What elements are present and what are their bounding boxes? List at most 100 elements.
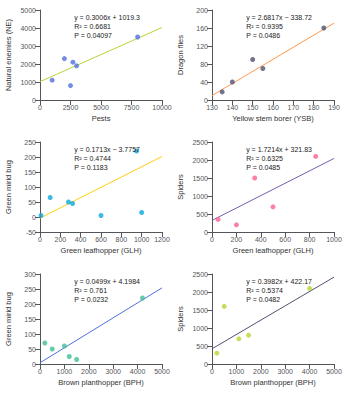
svg-text:600: 600: [95, 236, 107, 243]
svg-text:2500: 2500: [192, 139, 208, 146]
svg-text:0: 0: [32, 214, 36, 221]
svg-text:P = 0.04097: P = 0.04097: [74, 32, 112, 39]
svg-text:Spiders: Spiders: [176, 174, 185, 200]
svg-text:4000: 4000: [20, 25, 36, 32]
svg-text:0: 0: [32, 97, 36, 104]
svg-text:y = 0.0499x + 4.1984: y = 0.0499x + 4.1984: [74, 278, 140, 286]
svg-text:4000: 4000: [302, 368, 318, 375]
svg-text:0: 0: [204, 229, 208, 236]
svg-text:P = 0.0482: P = 0.0482: [246, 296, 280, 303]
svg-text:40: 40: [200, 79, 208, 86]
svg-text:190: 190: [328, 104, 340, 111]
svg-text:1000: 1000: [192, 193, 208, 200]
svg-text:0: 0: [204, 97, 208, 104]
svg-text:150: 150: [247, 104, 259, 111]
svg-text:0: 0: [38, 104, 42, 111]
svg-text:200: 200: [54, 236, 66, 243]
svg-text:1000: 1000: [192, 325, 208, 332]
svg-text:2000: 2000: [81, 368, 97, 375]
svg-text:130: 130: [206, 104, 218, 111]
svg-text:Dragon flies: Dragon flies: [176, 35, 185, 75]
svg-text:4000: 4000: [130, 368, 146, 375]
svg-text:R² = 0.5374: R² = 0.5374: [246, 287, 283, 294]
svg-text:250: 250: [24, 139, 36, 146]
svg-text:1500: 1500: [192, 175, 208, 182]
svg-text:500: 500: [196, 211, 208, 218]
svg-text:1200: 1200: [154, 236, 170, 243]
svg-text:0: 0: [32, 361, 36, 368]
svg-text:y = 0.1713x − 3.7757: y = 0.1713x − 3.7757: [74, 146, 140, 154]
svg-text:R² = 0.4744: R² = 0.4744: [74, 155, 111, 162]
svg-text:2500: 2500: [192, 271, 208, 278]
svg-text:y = 2.6817x − 338.72: y = 2.6817x − 338.72: [246, 14, 312, 22]
svg-text:1000: 1000: [57, 368, 73, 375]
svg-text:0: 0: [38, 236, 42, 243]
svg-text:3000: 3000: [105, 368, 121, 375]
svg-text:180: 180: [308, 104, 320, 111]
svg-text:P = 0.0485: P = 0.0485: [246, 164, 280, 171]
svg-text:600: 600: [279, 236, 291, 243]
svg-text:Green leafhopper (GLH): Green leafhopper (GLH): [233, 246, 314, 255]
svg-text:5000: 5000: [93, 104, 109, 111]
svg-text:140: 140: [226, 104, 238, 111]
svg-text:P = 0.1183: P = 0.1183: [74, 164, 108, 171]
svg-text:5000: 5000: [154, 368, 170, 375]
svg-text:0: 0: [210, 368, 214, 375]
svg-text:1000: 1000: [229, 368, 245, 375]
svg-text:5000: 5000: [326, 368, 342, 375]
svg-text:R² = 0.761: R² = 0.761: [74, 287, 107, 294]
svg-text:R² = 0.6681: R² = 0.6681: [74, 23, 111, 30]
svg-text:500: 500: [196, 343, 208, 350]
svg-text:Brown planthopper (BPH): Brown planthopper (BPH): [58, 378, 144, 387]
svg-text:10000: 10000: [152, 104, 172, 111]
svg-text:0: 0: [204, 361, 208, 368]
svg-text:2000: 2000: [253, 368, 269, 375]
svg-text:150: 150: [24, 316, 36, 323]
svg-text:Pests: Pests: [92, 114, 111, 123]
svg-text:250: 250: [24, 286, 36, 293]
svg-text:2000: 2000: [192, 157, 208, 164]
svg-text:y = 1.7214x + 321.83: y = 1.7214x + 321.83: [246, 146, 312, 154]
svg-text:200: 200: [24, 154, 36, 161]
svg-text:200: 200: [196, 7, 208, 14]
svg-text:800: 800: [115, 236, 127, 243]
svg-text:Yellow stem borer (YSB): Yellow stem borer (YSB): [232, 114, 314, 123]
svg-text:160: 160: [196, 25, 208, 32]
svg-text:120: 120: [196, 43, 208, 50]
svg-text:170: 170: [287, 104, 299, 111]
svg-text:5000: 5000: [20, 7, 36, 14]
svg-text:400: 400: [75, 236, 87, 243]
svg-text:300: 300: [24, 271, 36, 278]
svg-text:Green leafhopper (GLH): Green leafhopper (GLH): [61, 246, 142, 255]
svg-text:2000: 2000: [20, 61, 36, 68]
svg-text:Spiders: Spiders: [176, 306, 185, 332]
svg-text:Green mirid bug: Green mirid bug: [4, 292, 13, 346]
svg-text:0: 0: [38, 368, 42, 375]
svg-text:50: 50: [28, 199, 36, 206]
svg-text:800: 800: [304, 236, 316, 243]
svg-text:Natural enemies (NE): Natural enemies (NE): [4, 18, 13, 91]
svg-text:y = 0.3006x + 1019.3: y = 0.3006x + 1019.3: [74, 14, 140, 22]
svg-text:200: 200: [231, 236, 243, 243]
svg-text:Brown planthopper (BPH): Brown planthopper (BPH): [230, 378, 316, 387]
svg-text:200: 200: [24, 301, 36, 308]
svg-text:2500: 2500: [63, 104, 79, 111]
svg-text:150: 150: [24, 169, 36, 176]
svg-text:400: 400: [255, 236, 267, 243]
svg-text:3000: 3000: [277, 368, 293, 375]
svg-text:R² = 0.6325: R² = 0.6325: [246, 155, 283, 162]
svg-text:3000: 3000: [20, 43, 36, 50]
svg-text:P = 0.0486: P = 0.0486: [246, 32, 280, 39]
svg-text:P = 0.0232: P = 0.0232: [74, 296, 108, 303]
svg-text:-50: -50: [26, 229, 36, 236]
svg-text:50: 50: [28, 346, 36, 353]
svg-text:2000: 2000: [192, 289, 208, 296]
svg-text:y = 0.3982x + 422.17: y = 0.3982x + 422.17: [246, 278, 312, 286]
svg-text:1000: 1000: [20, 79, 36, 86]
svg-text:100: 100: [24, 184, 36, 191]
svg-text:7500: 7500: [124, 104, 140, 111]
svg-text:R² = 0.9395: R² = 0.9395: [246, 23, 283, 30]
svg-text:160: 160: [267, 104, 279, 111]
svg-text:80: 80: [200, 61, 208, 68]
svg-text:Green mirid bug: Green mirid bug: [4, 160, 13, 214]
